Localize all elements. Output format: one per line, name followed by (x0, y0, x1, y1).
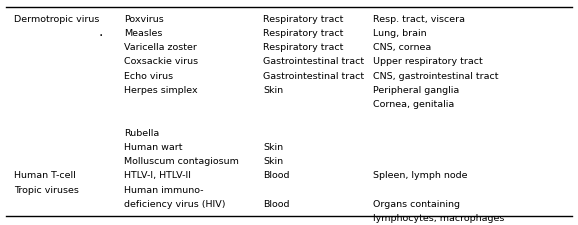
Text: Echo virus: Echo virus (124, 71, 173, 80)
Text: Gastrointestinal tract: Gastrointestinal tract (263, 57, 364, 66)
Text: Varicella zoster: Varicella zoster (124, 43, 197, 52)
Text: Coxsackie virus: Coxsackie virus (124, 57, 198, 66)
Text: Molluscum contagiosum: Molluscum contagiosum (124, 156, 239, 165)
Text: Respiratory tract: Respiratory tract (263, 43, 343, 52)
Text: Cornea, genitalia: Cornea, genitalia (373, 100, 454, 109)
Text: Respiratory tract: Respiratory tract (263, 29, 343, 38)
Text: Poxvirus: Poxvirus (124, 15, 164, 24)
Text: Blood: Blood (263, 199, 290, 208)
Text: Skin: Skin (263, 86, 283, 94)
Text: Skin: Skin (263, 142, 283, 151)
Text: Blood: Blood (263, 171, 290, 180)
Text: Spleen, lymph node: Spleen, lymph node (373, 171, 467, 180)
Text: ·: · (99, 29, 103, 43)
Text: CNS, cornea: CNS, cornea (373, 43, 431, 52)
Text: Human wart: Human wart (124, 142, 183, 151)
Text: Gastrointestinal tract: Gastrointestinal tract (263, 71, 364, 80)
Text: Resp. tract, viscera: Resp. tract, viscera (373, 15, 465, 24)
Text: CNS, gastrointestinal tract: CNS, gastrointestinal tract (373, 71, 498, 80)
Text: Organs containing: Organs containing (373, 199, 460, 208)
Text: Human T-cell: Human T-cell (14, 171, 76, 180)
Text: Measles: Measles (124, 29, 162, 38)
Text: Dermotropic virus: Dermotropic virus (14, 15, 100, 24)
Text: HTLV-I, HTLV-II: HTLV-I, HTLV-II (124, 171, 191, 180)
Text: Skin: Skin (263, 156, 283, 165)
Text: deficiency virus (HIV): deficiency virus (HIV) (124, 199, 226, 208)
Text: Human immuno-: Human immuno- (124, 185, 204, 194)
Text: Upper respiratory tract: Upper respiratory tract (373, 57, 483, 66)
Text: lymphocytes, macrophages: lymphocytes, macrophages (373, 213, 504, 222)
Text: Peripheral ganglia: Peripheral ganglia (373, 86, 459, 94)
Text: Tropic viruses: Tropic viruses (14, 185, 79, 194)
Text: Rubella: Rubella (124, 128, 160, 137)
Text: Lung, brain: Lung, brain (373, 29, 427, 38)
Text: Respiratory tract: Respiratory tract (263, 15, 343, 24)
Text: Herpes simplex: Herpes simplex (124, 86, 198, 94)
